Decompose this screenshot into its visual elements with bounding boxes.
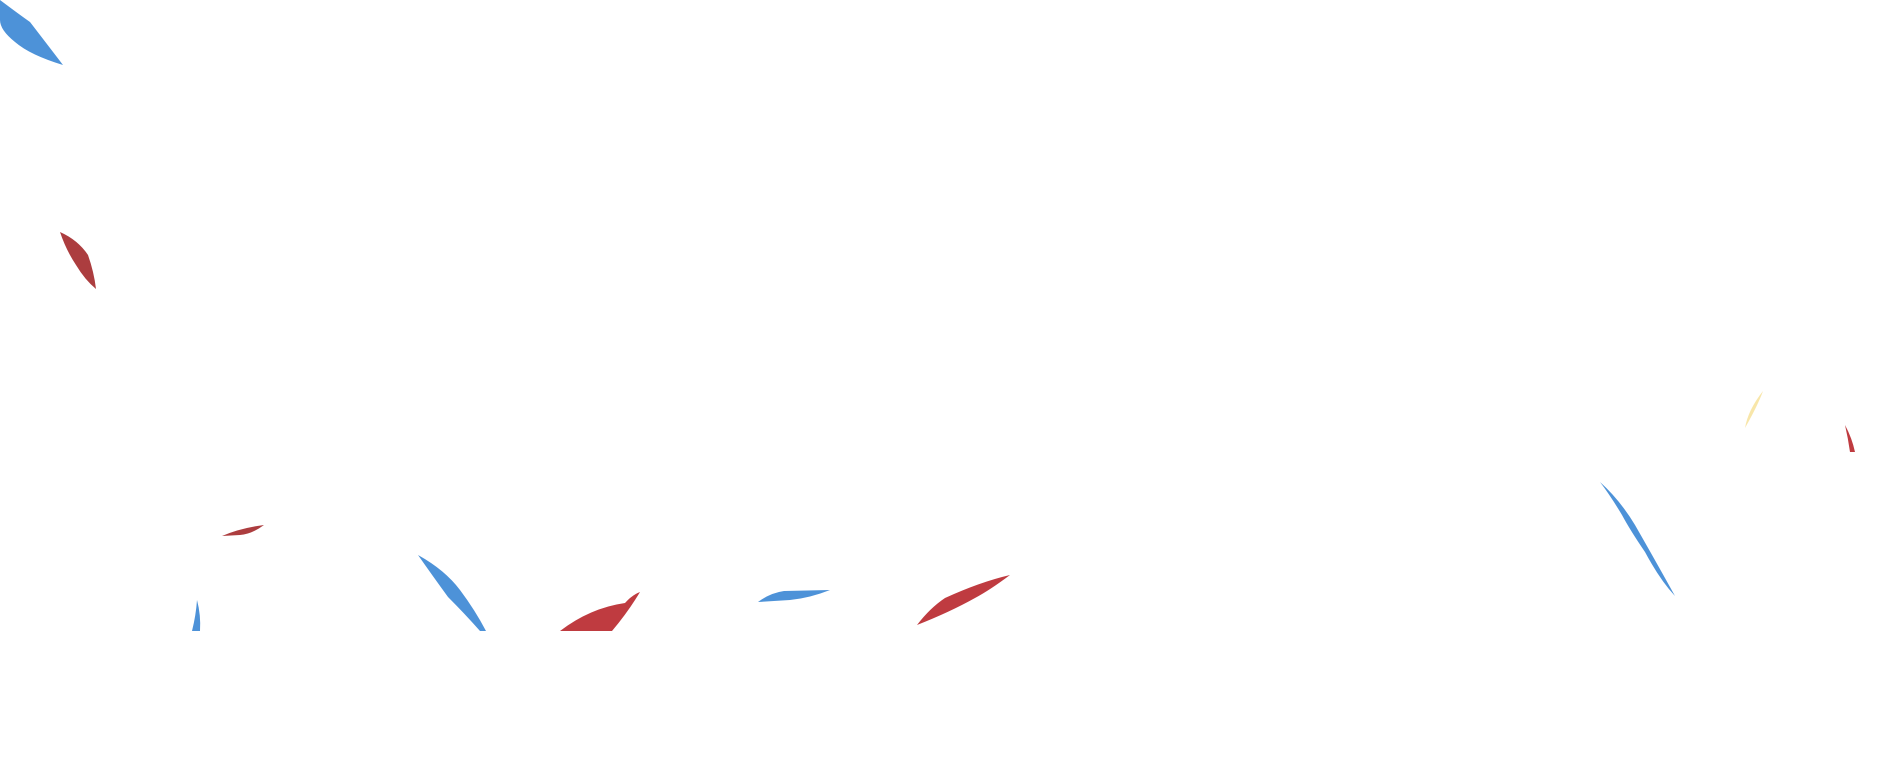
leaf-blue-bottom-center-left [418, 555, 486, 631]
leaf-red-bottom-center [560, 592, 640, 631]
leaf-red-bottom-center-right [917, 575, 1010, 625]
leaf-red-small-left [222, 525, 264, 536]
leaf-yellow-right [1745, 391, 1763, 428]
leaf-blue-right [1600, 482, 1675, 596]
leaf-blue-bottom-left [192, 600, 201, 631]
leaf-red-right-edge [1845, 425, 1855, 452]
leaf-blue-bottom-center [758, 590, 830, 602]
leaf-red-left [60, 232, 96, 289]
leaf-blue-top-left [0, 0, 63, 65]
